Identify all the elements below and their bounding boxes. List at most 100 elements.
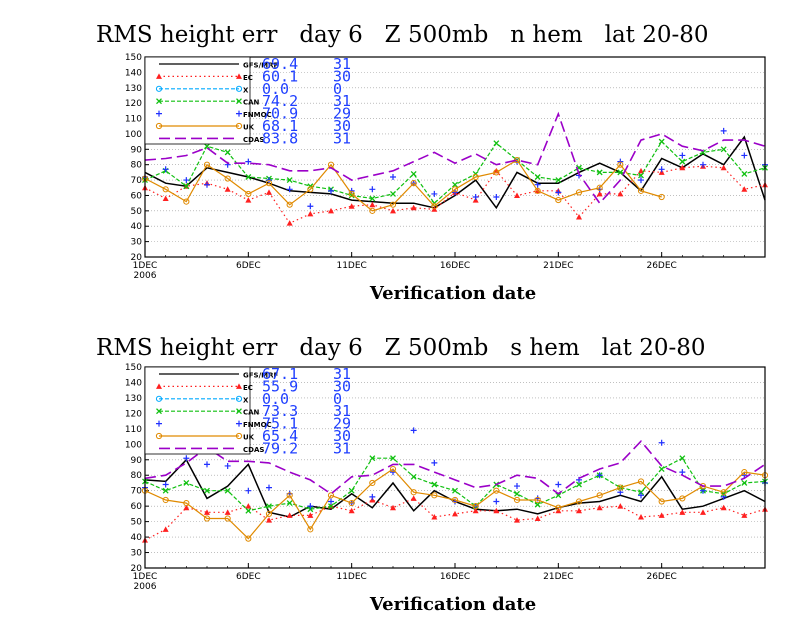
data-point — [555, 481, 562, 488]
data-point — [720, 504, 727, 511]
data-point — [720, 146, 727, 153]
data-point — [658, 138, 665, 145]
data-point — [307, 503, 314, 510]
y-tick-label: 120 — [125, 99, 142, 109]
legend-label: GFS/MRF — [243, 372, 278, 380]
data-point — [472, 503, 479, 510]
legend-marker — [236, 408, 242, 415]
data-point — [307, 203, 314, 210]
legend-marker — [156, 110, 162, 117]
data-point — [410, 495, 417, 501]
data-point — [493, 487, 500, 494]
data-point — [286, 177, 293, 184]
data-point — [451, 186, 459, 193]
legend-count: 31 — [333, 439, 351, 457]
legend-entry: CAN 73.3 31 — [156, 402, 351, 420]
y-tick-label: 140 — [125, 378, 142, 388]
series-gfs-mrf — [144, 135, 766, 210]
data-point — [245, 190, 252, 198]
y-tick-label: 130 — [125, 84, 142, 94]
y-tick-label: 110 — [125, 115, 142, 125]
x-tick-label: 6DEC — [236, 261, 261, 271]
legend-marker — [155, 395, 163, 402]
data-point — [431, 513, 438, 520]
series-can — [142, 455, 768, 514]
y-tick-label: 120 — [125, 409, 142, 419]
data-point — [348, 499, 355, 507]
data-point — [493, 169, 500, 176]
chart-panel-s-hem: RMS height err day 6 Z 500mb s hem lat 2… — [96, 335, 769, 615]
data-point — [679, 469, 686, 476]
data-point — [638, 177, 644, 184]
data-point — [183, 183, 190, 190]
data-point — [245, 487, 252, 494]
series-can — [142, 138, 768, 207]
legend-entry: X 0.0 0 — [155, 80, 342, 98]
data-point — [617, 161, 624, 168]
legend-count: 31 — [333, 129, 351, 147]
x-tick-label: 21DEC — [543, 261, 573, 271]
data-point — [369, 455, 376, 462]
data-point — [266, 517, 272, 523]
x-tick-label: 1DEC — [133, 261, 158, 271]
legend-label: CDAS — [243, 136, 264, 144]
y-tick-label: 70 — [131, 487, 143, 497]
legend-marker — [235, 395, 243, 402]
series-uk — [141, 465, 769, 542]
y-tick-label: 140 — [125, 68, 142, 78]
data-point — [555, 177, 562, 184]
data-point — [245, 158, 252, 165]
plot-frame — [144, 366, 766, 569]
legend-marker — [236, 383, 242, 389]
series-line — [144, 439, 766, 495]
y-tick-label: 90 — [131, 456, 143, 466]
data-point — [431, 481, 438, 488]
y-tick-label: 90 — [131, 145, 143, 155]
data-point — [162, 166, 169, 173]
data-point — [555, 504, 562, 511]
data-point — [307, 512, 314, 518]
data-point — [410, 473, 417, 480]
data-point — [679, 152, 686, 159]
legend-mean: 74.2 — [262, 92, 298, 110]
data-point — [348, 507, 355, 514]
data-point — [596, 504, 603, 511]
data-point — [452, 181, 458, 188]
series-cdas — [144, 111, 766, 205]
data-point — [266, 503, 272, 510]
legend-count: 30 — [333, 117, 351, 135]
legend-count: 0 — [333, 390, 342, 408]
data-point — [307, 210, 314, 217]
legend-count: 29 — [333, 415, 351, 433]
data-point — [534, 496, 541, 504]
data-point — [658, 166, 665, 173]
data-point — [638, 172, 644, 179]
x-axis-label: Verification date — [369, 283, 536, 304]
data-point — [452, 510, 458, 517]
data-point — [534, 501, 541, 508]
data-point — [348, 192, 355, 199]
data-point — [576, 507, 582, 514]
data-point — [369, 207, 376, 214]
data-point — [514, 517, 520, 523]
data-point — [245, 174, 252, 180]
data-point — [617, 169, 624, 176]
data-point — [286, 512, 293, 518]
series-fnmoc — [142, 127, 768, 210]
series-line — [144, 159, 662, 212]
data-point — [617, 484, 624, 491]
data-point — [245, 535, 252, 542]
legend-marker — [236, 110, 242, 117]
x-tick-label: 26DEC — [646, 261, 676, 271]
legend-box — [144, 56, 251, 145]
data-point — [410, 204, 417, 211]
y-tick-label: 40 — [131, 222, 143, 232]
data-point — [741, 469, 748, 476]
data-point — [286, 492, 293, 499]
data-point — [162, 186, 169, 193]
legend-marker — [156, 383, 162, 389]
legend-mean: 69.4 — [262, 55, 298, 73]
